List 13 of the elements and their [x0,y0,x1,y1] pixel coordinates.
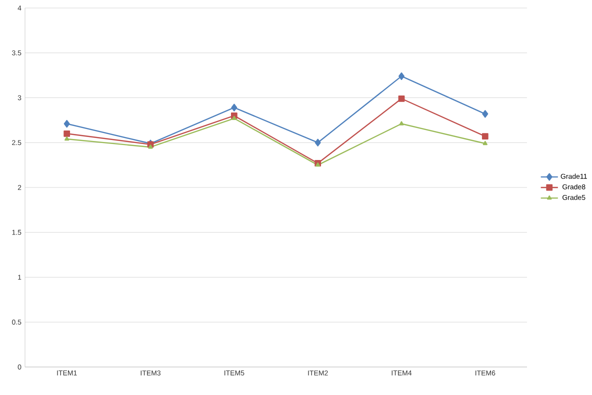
point [482,110,488,118]
point [231,104,238,112]
point [399,121,404,126]
point [64,120,70,128]
point [398,95,405,102]
point [64,130,70,137]
point [398,72,404,80]
point [148,144,153,149]
point [482,133,488,140]
point [314,138,321,146]
point [482,140,488,146]
point [64,136,70,141]
point [232,116,236,120]
